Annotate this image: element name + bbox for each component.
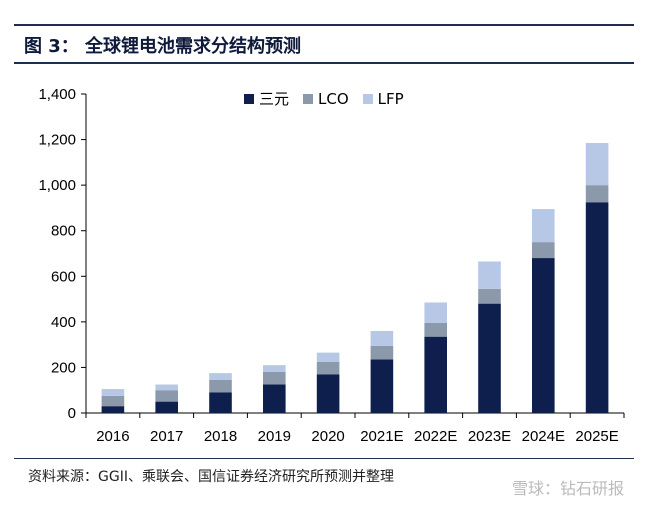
- bar-segment: [101, 389, 125, 396]
- bar-segment: [101, 395, 125, 407]
- x-tick-label: 2021E: [360, 428, 403, 445]
- legend-item: LFP: [362, 90, 404, 108]
- bar-segment: [155, 390, 178, 402]
- y-tick-label: 800: [51, 223, 76, 240]
- x-tick-label: 2022E: [414, 428, 457, 445]
- bar-segment: [209, 392, 232, 413]
- stacked-bar-chart: 0 200 400 600 800 1,000 1,200 1,400 2016 2017 2018…: [38, 86, 625, 445]
- bar-segment: [155, 401, 178, 413]
- y-tick-label: 0: [68, 405, 76, 422]
- bar-segment: [370, 359, 394, 413]
- chart-area: 0 200 400 600 800 1,000 1,200 1,400 2016 2017 2018…: [14, 64, 634, 458]
- bar-segment: [585, 185, 609, 203]
- bar-segment: [101, 406, 125, 413]
- bar-segment: [370, 345, 394, 360]
- x-tick-label: 2024E: [522, 428, 565, 445]
- bar-segment: [316, 361, 340, 375]
- bar-segment: [263, 371, 286, 385]
- bar-segment: [209, 373, 232, 380]
- bar-segment: [478, 288, 501, 304]
- chart-title: 图 3： 全球锂电池需求分结构预测: [24, 36, 302, 57]
- source-row: 资料来源：GGII、乘联会、国信证券经济研究所预测并整理 雪球：钻石研报: [14, 458, 634, 498]
- legend-label: LCO: [318, 90, 349, 108]
- bar-segment: [585, 142, 609, 186]
- legend-item: 三元: [244, 88, 289, 109]
- x-tick-label: 2017: [150, 428, 183, 445]
- bar-segment: [585, 202, 609, 413]
- bar-segment: [532, 258, 555, 413]
- bar-segment: [532, 242, 555, 259]
- legend-label: LFP: [377, 90, 404, 108]
- x-tick-label: 2020: [311, 428, 344, 445]
- bar-segment: [263, 365, 286, 372]
- bar-segment: [424, 322, 447, 337]
- title-bar: 图 3： 全球锂电池需求分结构预测: [14, 24, 634, 64]
- y-tick-label: 1,400: [38, 86, 76, 103]
- y-tick-label: 1,000: [38, 177, 76, 194]
- x-tick-label: 2019: [258, 428, 291, 445]
- bar-segment: [263, 384, 286, 413]
- bar-segment: [424, 336, 447, 413]
- bar-segment: [155, 384, 178, 391]
- chart-legend: 三元 LCO LFP: [244, 88, 418, 109]
- bar-segment: [478, 303, 501, 413]
- bar-segment: [316, 374, 340, 413]
- x-tick-label: 2016: [96, 428, 129, 445]
- bar-segment: [370, 330, 394, 346]
- bar-segment: [316, 352, 340, 362]
- legend-item: LCO: [303, 90, 349, 108]
- x-tick-label: 2025E: [575, 428, 618, 445]
- legend-swatch: [244, 94, 254, 104]
- y-tick-label: 200: [51, 359, 76, 376]
- x-tick-label: 2018: [204, 428, 237, 445]
- y-tick-label: 400: [51, 314, 76, 331]
- bar-segment: [532, 209, 555, 243]
- x-tick-label: 2023E: [468, 428, 511, 445]
- legend-swatch: [303, 94, 314, 104]
- legend-label: 三元: [259, 90, 290, 108]
- bar-segment: [209, 379, 232, 393]
- source-note: 资料来源：GGII、乘联会、国信证券经济研究所预测并整理: [28, 469, 394, 485]
- y-tick-label: 600: [51, 268, 76, 285]
- bar-segment: [478, 261, 501, 289]
- legend-swatch: [362, 94, 373, 104]
- y-tick-label: 1,200: [38, 132, 76, 149]
- bar-segment: [424, 302, 447, 323]
- watermark: 雪球：钻石研报: [511, 479, 624, 498]
